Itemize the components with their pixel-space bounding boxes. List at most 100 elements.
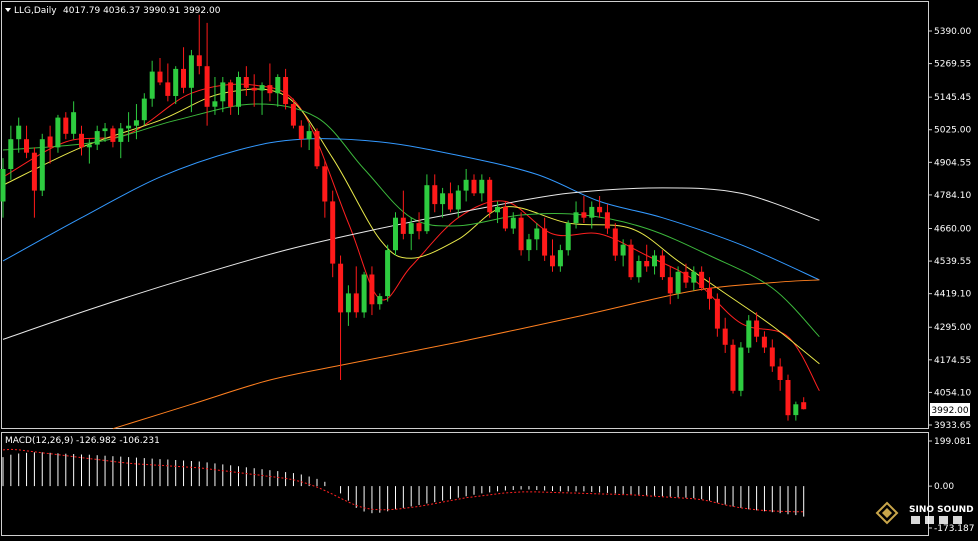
candle	[793, 401, 799, 421]
candle	[47, 125, 53, 164]
candle-body	[149, 71, 155, 99]
ma-yellow-line	[2, 88, 820, 365]
candle-body	[699, 271, 705, 288]
candle-body	[141, 98, 147, 121]
candle	[424, 174, 430, 234]
candle-body	[502, 206, 508, 229]
candle-body	[63, 117, 69, 134]
candle-body	[157, 71, 163, 83]
candle	[306, 122, 312, 151]
candle-body	[345, 293, 351, 313]
candle	[746, 315, 752, 353]
candle	[236, 71, 241, 115]
candle-body	[628, 244, 634, 278]
candle-body	[534, 228, 540, 240]
macd-tick-label: 0.00	[934, 482, 954, 492]
candle-body	[322, 166, 328, 202]
candle	[330, 190, 336, 278]
candle	[479, 174, 485, 202]
candle	[0, 158, 6, 218]
candle	[502, 201, 508, 232]
candle	[636, 255, 642, 283]
candle	[126, 112, 132, 142]
candle	[801, 397, 807, 410]
candle	[8, 125, 14, 180]
y-tick-label: 4419.10	[934, 290, 971, 300]
candle-body	[424, 185, 430, 232]
logo-diamond-icon	[875, 501, 899, 525]
candle	[565, 220, 571, 256]
watermark-cjk-glyphs	[911, 516, 962, 524]
candle-body	[471, 179, 477, 194]
candle	[408, 217, 414, 251]
candle-body	[416, 223, 422, 232]
candle-body	[589, 206, 595, 218]
candle-body	[0, 169, 6, 202]
candle-body	[314, 131, 320, 167]
candle	[345, 285, 351, 326]
candle	[620, 239, 626, 267]
price-axis: 5390.00 5269.55 5145.45 5025.00 4904.55 4784.…	[928, 27, 971, 431]
candle-body	[369, 274, 375, 305]
candle	[754, 312, 760, 343]
candle-body	[573, 212, 579, 224]
candle	[16, 117, 22, 153]
symbol-title: LLG,Daily	[14, 6, 57, 16]
macd-label: MACD(12,26,9)	[5, 436, 73, 446]
candle-body	[393, 217, 398, 251]
candle-body	[16, 125, 22, 140]
candle-body	[730, 344, 736, 391]
candle-body	[526, 239, 532, 251]
main-panel-frame	[1, 1, 929, 429]
candle	[63, 112, 69, 140]
candle	[157, 58, 163, 86]
candle	[699, 266, 705, 291]
candle	[628, 239, 634, 280]
candle	[777, 358, 783, 391]
candle-body	[275, 77, 281, 94]
candle	[785, 374, 791, 421]
candle-body	[746, 320, 752, 348]
candle-body	[777, 366, 783, 380]
candle-body	[251, 87, 257, 91]
candle	[612, 223, 618, 261]
candle-body	[94, 131, 100, 145]
candle	[275, 74, 281, 107]
candle-body	[659, 255, 665, 278]
candle-body	[259, 85, 265, 91]
chart-header: LLG,Daily 4017.79 4036.37 3990.91 3992.0…	[5, 6, 221, 16]
candle	[659, 250, 665, 280]
dropdown-triangle-icon[interactable]	[5, 8, 11, 12]
candle	[597, 196, 603, 218]
candle	[71, 101, 77, 140]
candle	[204, 22, 210, 126]
candle	[675, 266, 681, 299]
candle	[463, 168, 469, 202]
candle-body	[298, 125, 304, 140]
macd-panel-frame	[1, 432, 929, 536]
candle-body	[110, 128, 116, 142]
candle	[644, 244, 650, 272]
candle-body	[126, 125, 132, 129]
candle-body	[47, 136, 53, 148]
candle	[730, 339, 736, 394]
candle	[707, 277, 712, 310]
candle	[487, 177, 493, 218]
candle	[400, 190, 406, 240]
candle-body	[228, 82, 234, 107]
candle	[683, 263, 689, 289]
candle-body	[652, 255, 657, 267]
y-tick-label: 4295.00	[934, 323, 971, 333]
candle	[133, 104, 139, 140]
candle	[432, 174, 438, 213]
macd-signal-line	[2, 448, 804, 513]
candle-body	[432, 185, 438, 205]
ma-orange-line	[112, 279, 820, 430]
y-tick-label: 4660.00	[934, 225, 971, 235]
macd-axis: 199.081 0.00 -173.187	[928, 437, 974, 534]
candle	[604, 204, 610, 234]
candle-body	[408, 223, 414, 234]
candle-body	[204, 66, 210, 107]
candle	[722, 317, 728, 353]
